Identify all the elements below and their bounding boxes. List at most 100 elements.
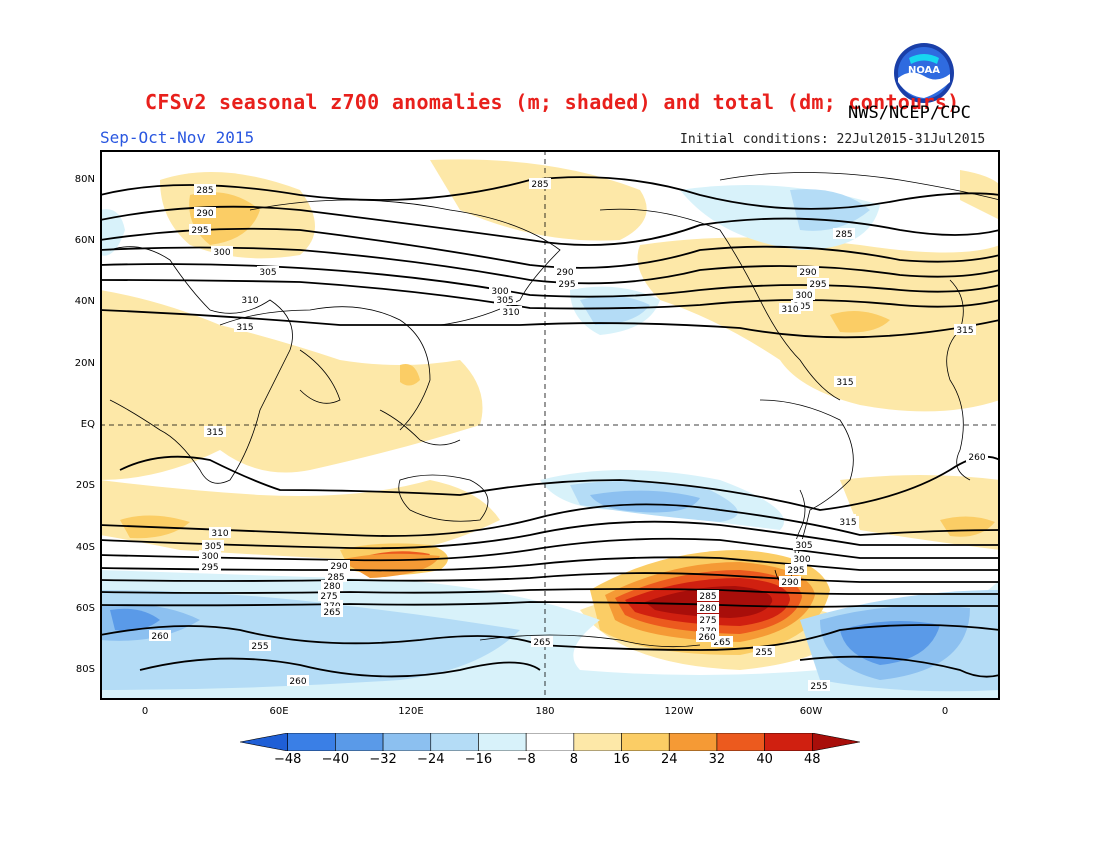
contour-label-bg	[954, 324, 976, 335]
contour-label: 255	[755, 648, 772, 658]
contour-label-bg	[531, 636, 553, 647]
anomaly-map: 2852902953003053103152852902953003053102…	[100, 150, 1000, 700]
contour-labels: 2852902953003053103152852902953003053102…	[149, 178, 988, 692]
contour-label: 290	[799, 268, 816, 278]
colorbar-label: −32	[369, 752, 397, 767]
colorbar-segment	[621, 733, 670, 751]
contour-label-bg	[318, 590, 340, 601]
contour-label: 295	[191, 226, 208, 236]
contour-label-bg	[797, 266, 819, 277]
contour-label-bg	[696, 631, 718, 642]
contour-label: 265	[713, 638, 730, 648]
lat-label: 40S	[75, 542, 95, 553]
contour-label-bg	[199, 561, 221, 572]
contour-label-bg	[321, 600, 343, 611]
svg-text:NOAA: NOAA	[908, 65, 940, 76]
contour-label: 300	[795, 291, 812, 301]
contour-label: 290	[196, 209, 213, 219]
colorbar-segment	[716, 733, 765, 751]
colorbar-label: −48	[273, 752, 302, 767]
colorbar-segment	[240, 733, 288, 751]
contour-label: 260	[289, 677, 306, 687]
colorbar	[240, 733, 860, 751]
contour-label: 280	[699, 604, 716, 614]
colorbar-label: 40	[756, 752, 773, 767]
colorbar-label: 16	[613, 752, 630, 767]
contour-label-bg	[239, 294, 261, 305]
contour-label: 315	[836, 378, 853, 388]
contour-label: 315	[839, 518, 856, 528]
contour-label: 310	[502, 308, 519, 318]
colorbar-label: 24	[660, 752, 678, 767]
height-contours	[100, 176, 1000, 678]
contour-label-bg	[325, 571, 347, 582]
contour-label: 305	[204, 542, 221, 552]
lon-label: 180	[535, 706, 555, 717]
contour-label-bg	[494, 294, 516, 305]
contour-label: 280	[323, 582, 340, 592]
contour-label: 290	[556, 268, 573, 278]
agency-label: NWS/NCEP/CPC	[848, 103, 971, 123]
contour-label-bg	[791, 300, 813, 311]
contour-label-bg	[287, 675, 309, 686]
contour-label-bg	[791, 553, 813, 564]
lon-label: 120W	[664, 706, 694, 717]
contour-label-bg	[779, 576, 801, 587]
contour-label-bg	[321, 606, 343, 617]
contour-label-bg	[556, 278, 578, 289]
colorbar-segment	[430, 733, 479, 751]
contour-label-bg	[808, 680, 830, 691]
contour-label: 305	[795, 541, 812, 551]
lat-label: EQ	[80, 419, 95, 430]
contour-label: 275	[699, 616, 716, 626]
contour-label-bg	[328, 560, 350, 571]
colorbar-label: −24	[417, 752, 445, 767]
contour-label: 315	[956, 326, 973, 336]
colorbar-label: −16	[464, 752, 493, 767]
lon-label: 0	[141, 706, 149, 717]
lat-label: 40N	[74, 296, 95, 307]
contour-label-bg	[189, 224, 211, 235]
colorbar-segment	[525, 733, 575, 751]
contour-label-bg	[697, 614, 719, 625]
contour-label-bg	[209, 527, 231, 538]
contour-label-bg	[249, 640, 271, 651]
contour-label-bg	[554, 266, 576, 277]
contour-label-bg	[807, 278, 829, 289]
chart-title: CFSv2 seasonal z700 anomalies (m; shaded…	[145, 90, 960, 114]
contour-label-bg	[697, 590, 719, 601]
contour-label: 315	[206, 428, 223, 438]
contour-label-bg	[837, 516, 859, 527]
contour-label: 265	[323, 608, 340, 618]
colorbar-label: −40	[321, 752, 350, 767]
colorbar-segment	[812, 733, 860, 751]
lon-label: 60E	[269, 706, 289, 717]
contour-label: 295	[201, 563, 218, 573]
contour-label: 305	[259, 268, 276, 278]
contour-label: 255	[251, 642, 268, 652]
lat-label: 20N	[74, 358, 95, 369]
contour-label: 260	[151, 632, 168, 642]
contour-label-bg	[257, 266, 279, 277]
contour-label: 275	[320, 592, 337, 602]
colorbar-segment	[573, 733, 622, 751]
colorbar-label: 32	[708, 752, 726, 767]
lon-label: 120E	[398, 706, 424, 717]
contour-label: 305	[793, 302, 810, 312]
contour-label: 260	[968, 453, 985, 463]
colorbar-segment	[382, 733, 432, 751]
contour-label-bg	[697, 602, 719, 613]
contour-label: 260	[698, 633, 715, 643]
contour-label-bg	[321, 580, 343, 591]
contour-label: 305	[496, 296, 513, 306]
contour-label: 285	[327, 573, 344, 583]
contour-label-bg	[779, 303, 801, 314]
contour-label: 265	[533, 638, 550, 648]
contour-label: 315	[236, 323, 253, 333]
contour-label: 290	[330, 562, 347, 572]
contour-label-bg	[234, 321, 256, 332]
colorbar-segment	[287, 733, 336, 751]
contour-label: 290	[781, 578, 798, 588]
lat-label: 80N	[74, 174, 95, 185]
contour-label-bg	[697, 625, 719, 636]
